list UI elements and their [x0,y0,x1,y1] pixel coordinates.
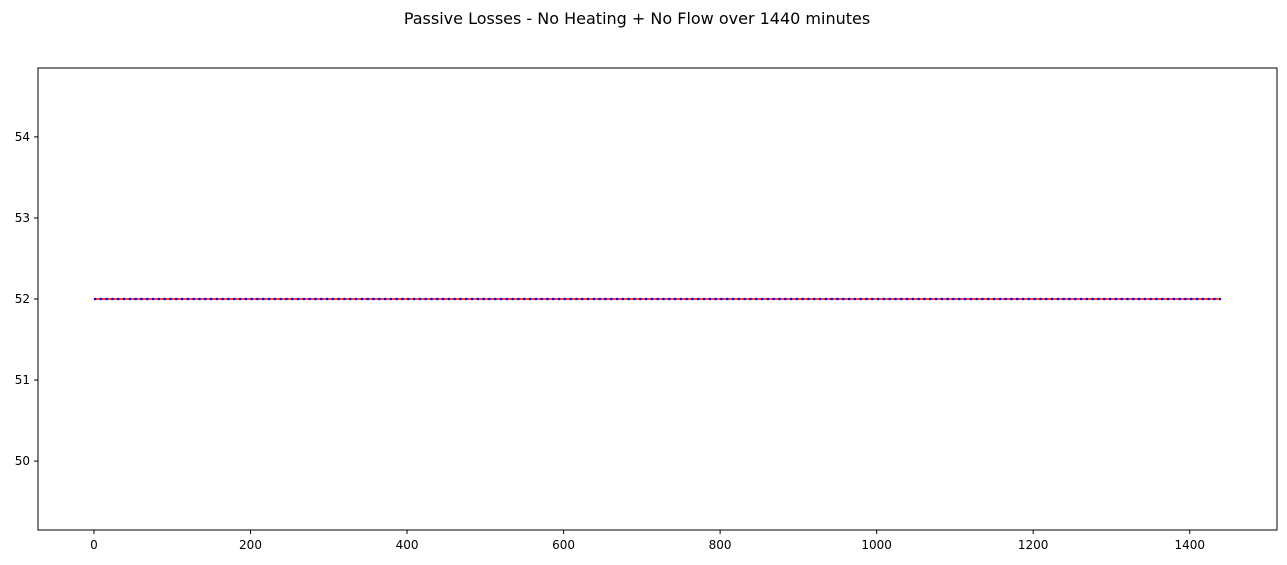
x-tick-label: 1200 [1018,538,1049,552]
y-tick-label: 54 [15,130,30,144]
plot-area [37,67,1278,531]
y-tick-label: 52 [15,292,30,306]
x-tick-label: 0 [90,538,98,552]
chart-title: Passive Losses - No Heating + No Flow ov… [404,9,870,28]
y-axis: 50 51 52 53 54 [15,130,38,468]
x-tick-label: 400 [396,538,419,552]
x-tick-label: 800 [709,538,732,552]
x-tick-label: 1400 [1174,538,1205,552]
x-tick-label: 600 [552,538,575,552]
y-tick-label: 51 [15,373,30,387]
y-tick-label: 53 [15,211,30,225]
x-axis: 0 200 400 600 800 1000 1200 1400 [90,530,1205,552]
x-tick-label: 1000 [861,538,892,552]
y-tick-label: 50 [15,454,30,468]
x-tick-label: 200 [239,538,262,552]
